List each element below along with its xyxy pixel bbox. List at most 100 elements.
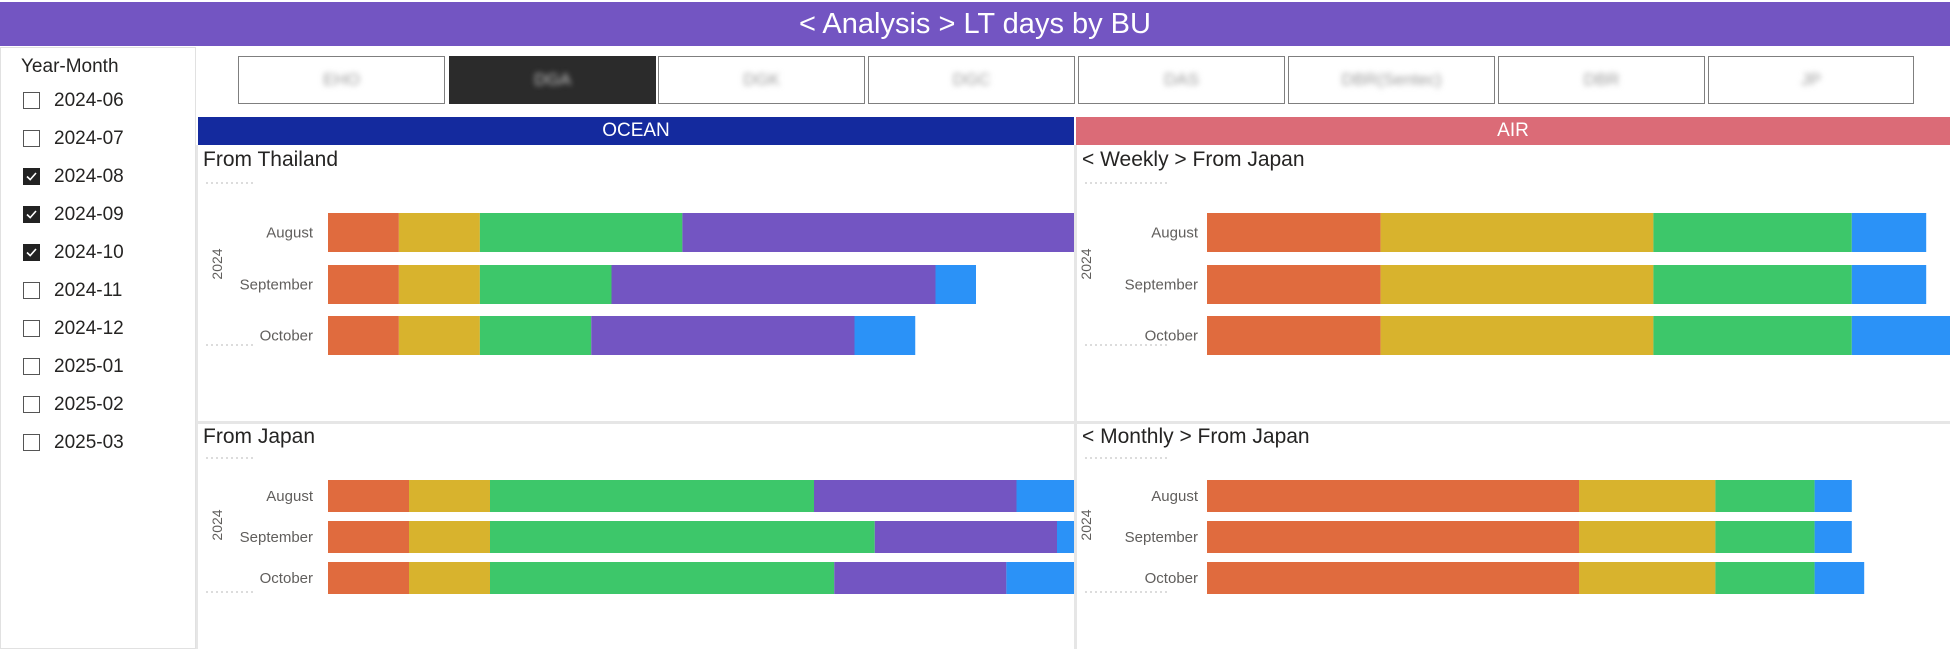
bar-segment-3[interactable]: [479, 316, 592, 355]
panel-divider-left: [196, 145, 198, 649]
category-tick-label: August: [266, 488, 314, 505]
bu-tab-2[interactable]: DGA: [449, 56, 656, 104]
chart-ocean-thailand: 2024 August September October: [206, 182, 1074, 355]
bar-segment-2[interactable]: [409, 562, 490, 594]
checkbox-empty-icon[interactable]: [23, 282, 40, 299]
ocean-header: OCEAN: [198, 117, 1074, 145]
bar-segment-5[interactable]: [854, 316, 916, 355]
bar-segment-5[interactable]: [1814, 521, 1852, 553]
bar-segment-3[interactable]: [490, 521, 875, 553]
bar-segment-5[interactable]: [1057, 521, 1074, 553]
checkbox-checked-icon[interactable]: [23, 244, 40, 261]
bu-tab-label: DGK: [743, 70, 780, 89]
year-axis-label: 2024: [209, 248, 225, 279]
bar-segment-1[interactable]: [1207, 316, 1381, 355]
bar-segment-1[interactable]: [1207, 521, 1579, 553]
bar-segment-1[interactable]: [328, 213, 399, 252]
bar-segment-1[interactable]: [1207, 480, 1579, 512]
bar-segment-3[interactable]: [479, 213, 683, 252]
bar-segment-4[interactable]: [874, 521, 1057, 553]
bar-segment-3[interactable]: [1715, 480, 1815, 512]
year-axis-label: 2024: [209, 509, 225, 540]
chart-panel-ocean-thailand[interactable]: From Thailand 2024 August September October: [198, 145, 1074, 421]
bar-segment-1[interactable]: [1207, 265, 1381, 304]
page-title: < Analysis > LT days by BU: [0, 2, 1950, 46]
bar-segment-3[interactable]: [1653, 213, 1852, 252]
panel-divider-horizontal: [198, 421, 1950, 424]
slicer-title: Year-Month: [21, 56, 119, 77]
bu-tab-6[interactable]: DBR(Sentec): [1288, 56, 1495, 104]
bar-segment-3[interactable]: [479, 265, 612, 304]
slicer-item-label: 2024-10: [54, 242, 124, 263]
bar-segment-2[interactable]: [1380, 213, 1654, 252]
bar-segment-2[interactable]: [1579, 480, 1716, 512]
panel-divider-vertical: [1074, 145, 1077, 649]
year-axis-label: 2024: [1078, 509, 1094, 540]
bar-segment-3[interactable]: [1715, 521, 1815, 553]
bar-segment-5[interactable]: [1814, 562, 1865, 594]
bar-segment-4[interactable]: [834, 562, 1007, 594]
bar-segment-4[interactable]: [591, 316, 855, 355]
checkbox-empty-icon[interactable]: [23, 434, 40, 451]
chart-panel-air-monthly-japan[interactable]: < Monthly > From Japan 2024 August Septemb…: [1077, 424, 1950, 649]
bar-segment-2[interactable]: [1579, 521, 1716, 553]
bar-segment-5[interactable]: [935, 265, 977, 304]
bar-segment-5[interactable]: [1851, 316, 1950, 355]
bar-segment-1[interactable]: [1207, 213, 1381, 252]
bar-segment-2[interactable]: [409, 521, 490, 553]
checkbox-checked-icon[interactable]: [23, 168, 40, 185]
bu-tab-label: EHO: [323, 70, 360, 89]
bar-segment-3[interactable]: [1653, 316, 1852, 355]
category-tick-label: August: [266, 225, 314, 242]
chart-panel-ocean-japan[interactable]: From Japan 2024 August September October: [198, 424, 1074, 649]
bu-tab-label: DBR: [1583, 70, 1620, 89]
bu-tab-5[interactable]: DAS: [1078, 56, 1285, 104]
slicer-item-label: 2024-06: [54, 90, 124, 111]
bar-segment-2[interactable]: [1380, 316, 1654, 355]
year-axis-label: 2024: [1078, 248, 1094, 279]
bar-segment-1[interactable]: [328, 562, 409, 594]
checkbox-empty-icon[interactable]: [23, 358, 40, 375]
bu-tab-3[interactable]: DGK: [658, 56, 865, 104]
bar-segment-3[interactable]: [1715, 562, 1815, 594]
bu-tab-4[interactable]: DGC: [868, 56, 1075, 104]
bar-segment-1[interactable]: [1207, 562, 1579, 594]
bar-segment-3[interactable]: [490, 480, 814, 512]
bar-segment-5[interactable]: [1814, 480, 1852, 512]
bar-segment-5[interactable]: [1006, 562, 1074, 594]
bar-segment-4[interactable]: [814, 480, 1017, 512]
bar-segment-1[interactable]: [328, 521, 409, 553]
bar-segment-2[interactable]: [398, 316, 480, 355]
slicer-item-label: 2024-11: [54, 280, 123, 301]
bu-tab-label: DAS: [1164, 70, 1199, 89]
bar-segment-5[interactable]: [1851, 213, 1927, 252]
bar-segment-4[interactable]: [682, 213, 1074, 252]
bar-segment-1[interactable]: [328, 480, 409, 512]
checkbox-empty-icon[interactable]: [23, 92, 40, 109]
checkbox-checked-icon[interactable]: [23, 206, 40, 223]
bu-tab-1[interactable]: EHO: [238, 56, 445, 104]
bar-segment-1[interactable]: [328, 316, 399, 355]
bar-segment-5[interactable]: [1851, 265, 1927, 304]
checkbox-empty-icon[interactable]: [23, 320, 40, 337]
bar-segment-3[interactable]: [1653, 265, 1852, 304]
bu-tab-8[interactable]: JP: [1708, 56, 1914, 104]
bar-segment-2[interactable]: [409, 480, 490, 512]
bu-tab-label: DBR(Sentec): [1341, 70, 1442, 89]
bar-segment-1[interactable]: [328, 265, 399, 304]
bar-segment-2[interactable]: [398, 213, 480, 252]
slicer-item-label: 2024-09: [54, 204, 124, 225]
bu-tab-7[interactable]: DBR: [1498, 56, 1705, 104]
chart-panel-air-weekly-japan[interactable]: < Weekly > From Japan 2024 August Septembe…: [1077, 145, 1950, 421]
bar-segment-2[interactable]: [1380, 265, 1654, 304]
category-tick-label: September: [240, 277, 313, 294]
checkbox-empty-icon[interactable]: [23, 396, 40, 413]
bar-segment-2[interactable]: [1579, 562, 1716, 594]
chart-ocean-japan: 2024 August September October: [206, 457, 1075, 594]
bar-segment-5[interactable]: [1016, 480, 1075, 512]
checkbox-empty-icon[interactable]: [23, 130, 40, 147]
chart-title: < Monthly > From Japan: [1082, 425, 1310, 448]
bar-segment-2[interactable]: [398, 265, 480, 304]
bar-segment-3[interactable]: [490, 562, 835, 594]
bar-segment-4[interactable]: [611, 265, 936, 304]
